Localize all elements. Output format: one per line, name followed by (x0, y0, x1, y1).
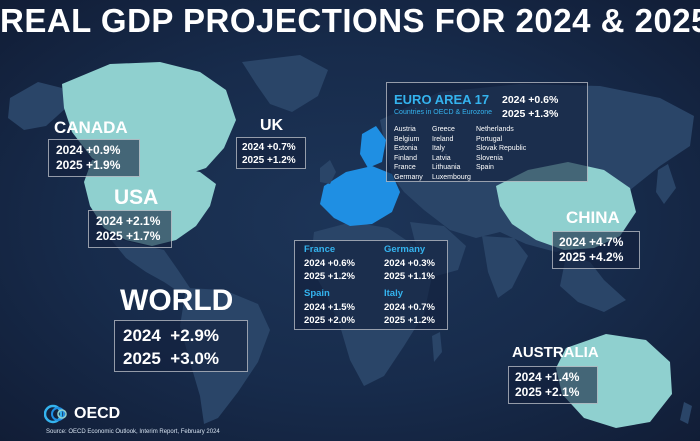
italy-2024: 2024 +0.7% (384, 302, 435, 313)
alaska-shape (8, 82, 66, 130)
euro-country: Ireland (432, 135, 454, 143)
world-box: 2024 +2.9% 2025 +3.0% (114, 320, 248, 372)
mexico-shape (108, 236, 190, 294)
australia-2024: 2024 +1.4% (515, 370, 580, 384)
china-box: 2024 +4.7% 2025 +4.2% (552, 231, 640, 269)
spain-2024: 2024 +1.5% (304, 302, 355, 313)
australia-shape (556, 334, 672, 428)
euro-country: Spain (476, 164, 494, 171)
usa-box: 2024 +2.1% 2025 +1.7% (88, 210, 172, 248)
madagascar-shape (432, 332, 442, 362)
southeast-asia-shape (560, 256, 626, 312)
china-shape (496, 162, 636, 250)
euro-area-box (386, 82, 588, 182)
china-2024: 2024 +4.7% (559, 235, 624, 249)
uk-box: 2024 +0.7% 2025 +1.2% (236, 137, 306, 169)
canada-label: CANADA (54, 118, 128, 137)
euro-country: Italy (432, 145, 445, 152)
italy-2025: 2025 +1.2% (384, 315, 435, 326)
euro-country: Finland (394, 154, 417, 162)
euro-country: Netherlands (476, 126, 514, 133)
euro-country: Slovak Republic (476, 145, 527, 152)
france-2024: 2024 +0.6% (304, 258, 355, 269)
canada-2024: 2024 +0.9% (56, 143, 121, 157)
euro-country: Lithuania (432, 164, 461, 171)
spain-2025: 2025 +2.0% (304, 315, 355, 326)
china-label: CHINA (566, 208, 620, 227)
euro-country: Slovenia (476, 154, 503, 162)
japan-shape (656, 164, 676, 204)
usa-2024: 2024 +2.1% (96, 214, 161, 228)
euro-country: Greece (432, 126, 455, 133)
france-2025: 2025 +1.2% (304, 271, 355, 282)
euro-country-col-1: Austria Belgium Estonia Finland France G… (394, 125, 423, 182)
uk-2024: 2024 +0.7% (242, 142, 296, 153)
euro-area-2025: 2025 +1.3% (502, 108, 559, 120)
euro-country: Estonia (394, 145, 418, 152)
germany-2025: 2025 +1.1% (384, 271, 435, 282)
euro-country: Luxembourg (432, 173, 471, 181)
world-2024: 2024 +2.9% (123, 326, 219, 345)
uk-label: UK (260, 117, 284, 134)
usa-2025: 2025 +1.7% (96, 229, 161, 243)
australia-box: 2024 +1.4% 2025 +2.1% (508, 366, 598, 404)
euro-country: Germany (394, 173, 423, 181)
europe-detail-box (294, 240, 448, 330)
world-label: WORLD (120, 284, 234, 317)
finland-shape (360, 126, 386, 168)
oecd-logo: OECD (44, 404, 130, 424)
euro-country-col-2: Greece Ireland Italy Latvia Lithuania Lu… (432, 125, 471, 182)
euro-area-2024: 2024 +0.6% (502, 94, 559, 106)
india-shape (482, 236, 528, 298)
france-label: France (304, 244, 336, 255)
euro-area-label: EURO AREA 17 (394, 92, 490, 107)
euro-country: Portugal (476, 135, 503, 143)
euro-country: Austria (394, 126, 416, 133)
uk-shape (320, 160, 336, 184)
oecd-logo-mark (44, 404, 67, 424)
spain-label: Spain (304, 288, 330, 299)
euro-country-col-3: Netherlands Portugal Slovak Republic Slo… (476, 125, 526, 173)
euro-country: France (394, 164, 416, 171)
greenland-shape (242, 55, 328, 112)
euro-area-subtitle: Countries in OECD & Eurozone (394, 109, 493, 116)
uk-2025: 2025 +1.2% (242, 155, 296, 166)
germany-label: Germany (384, 244, 426, 255)
euro-country: Belgium (394, 135, 420, 143)
germany-2024: 2024 +0.3% (384, 258, 435, 269)
euro-country: Latvia (432, 154, 451, 162)
australia-label: AUSTRALIA (512, 344, 599, 361)
world-2025: 2025 +3.0% (123, 349, 219, 368)
italy-label: Italy (384, 288, 404, 299)
usa-label: USA (114, 186, 159, 209)
australia-2025: 2025 +2.1% (515, 385, 580, 399)
europe-shape (320, 166, 400, 226)
china-2025: 2025 +4.2% (559, 250, 624, 264)
new-zealand-shape (680, 402, 692, 424)
canada-box: 2024 +0.9% 2025 +1.9% (48, 139, 140, 177)
source-note: Source: OECD Economic Outlook, Interim R… (46, 429, 220, 435)
oecd-logo-text: OECD (74, 405, 121, 422)
canada-2025: 2025 +1.9% (56, 158, 121, 172)
page-title: REAL GDP PROJECTIONS FOR 2024 & 2025 (0, 2, 700, 39)
